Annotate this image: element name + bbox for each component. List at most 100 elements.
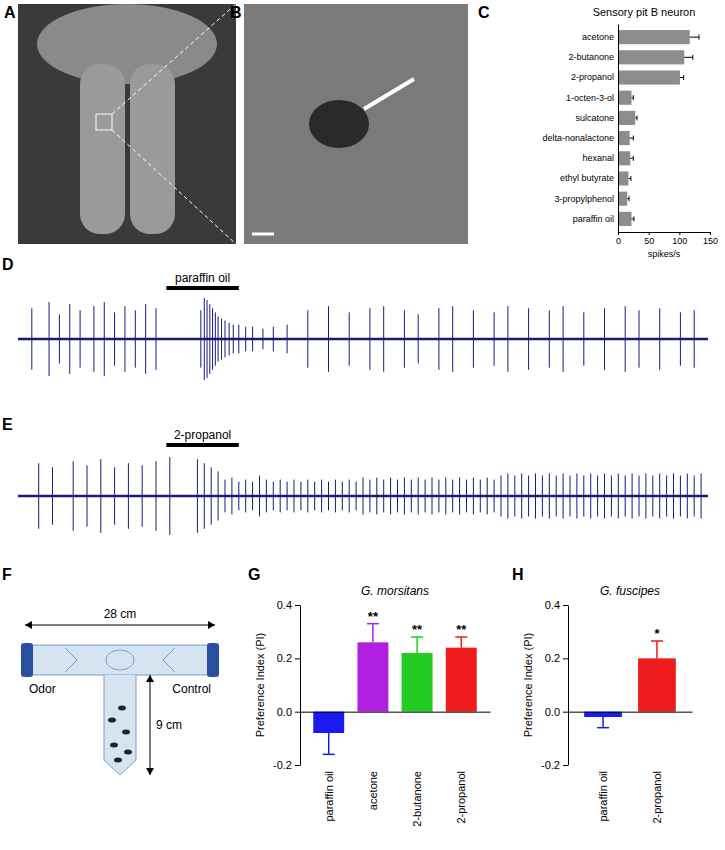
spike — [480, 480, 481, 513]
error-line — [630, 138, 634, 139]
spike — [645, 473, 646, 518]
error-cap — [633, 156, 634, 161]
spike — [383, 480, 384, 513]
tube — [25, 645, 215, 675]
tick-mark — [295, 712, 300, 713]
spike — [215, 312, 216, 365]
stimulus-label: 2-propanol — [174, 428, 231, 442]
dimension-label: 9 cm — [156, 718, 182, 732]
error-line — [656, 641, 658, 658]
spike — [376, 478, 377, 515]
error-bar — [627, 196, 629, 201]
spike — [501, 476, 502, 517]
spike — [583, 312, 584, 365]
spike — [369, 308, 370, 370]
spike — [611, 476, 612, 517]
spike — [694, 310, 695, 367]
arrow-head — [208, 621, 215, 629]
y-axis: -0.20.00.20.4 — [541, 599, 568, 771]
panel-label: B — [230, 4, 242, 21]
arrow-head — [146, 768, 154, 775]
t-maze-diagram: 28 cm9 cmOdorControl — [21, 607, 219, 775]
tick-label: 0 — [616, 236, 621, 246]
tick-label: 2-propanol — [571, 72, 614, 82]
error-line — [680, 77, 684, 78]
tick: sulcatone — [575, 113, 618, 123]
x-axis-line — [301, 712, 491, 713]
spike — [666, 476, 667, 517]
arrow-head — [25, 621, 32, 629]
tick-label: 1-octen-3-ol — [566, 93, 614, 103]
spike — [349, 312, 350, 365]
spike — [542, 476, 543, 517]
bar — [618, 171, 628, 185]
bar — [618, 192, 627, 206]
spike — [266, 480, 267, 513]
error-bar — [651, 641, 663, 658]
panel-label: H — [512, 566, 524, 583]
plot-area — [618, 30, 699, 226]
spike — [280, 480, 281, 513]
spike — [104, 302, 105, 376]
bar — [638, 658, 676, 711]
stem-tube — [104, 675, 136, 775]
spike — [473, 310, 474, 367]
spike — [349, 480, 350, 513]
spike — [452, 306, 453, 372]
tick: hexanal — [582, 153, 618, 163]
spike — [397, 480, 398, 513]
spike — [563, 306, 564, 372]
panel-label: C — [478, 4, 490, 21]
significance-label: * — [654, 626, 660, 641]
spike — [287, 482, 288, 511]
spike — [156, 308, 157, 370]
tick-label: 2-butanone — [568, 52, 614, 62]
error-cap — [323, 754, 335, 756]
spike — [262, 329, 263, 350]
panel-label: G — [248, 566, 260, 583]
tick: acetone — [582, 32, 618, 42]
plot-area — [18, 457, 708, 535]
y-axis-title: Preference Index (PI) — [522, 633, 534, 738]
spike — [425, 480, 426, 513]
spike — [438, 308, 439, 370]
x-axis-title: spikes/s — [648, 249, 681, 259]
palp — [130, 64, 175, 234]
spike — [114, 467, 115, 524]
tick: 0 — [616, 232, 621, 246]
tube-end — [21, 643, 33, 677]
error-cap — [629, 196, 630, 201]
spike — [673, 473, 674, 518]
dimension-label: 28 cm — [104, 607, 137, 621]
error-bar — [631, 216, 633, 221]
tick: 0.2 — [277, 652, 300, 664]
panel-label: E — [2, 416, 13, 433]
error-cap — [692, 55, 693, 60]
error-bar — [628, 176, 630, 181]
spike — [556, 476, 557, 517]
x-axis-line — [619, 232, 711, 233]
trace-chart: 2-propanol — [18, 428, 708, 535]
spike — [632, 473, 633, 518]
tick: 0.4 — [277, 599, 300, 611]
tick: 2-butanone — [568, 52, 618, 62]
spike — [507, 306, 508, 372]
tube-end — [207, 643, 219, 677]
spike — [211, 467, 212, 524]
spike — [418, 314, 419, 363]
spike — [507, 473, 508, 518]
y-axis-line — [618, 25, 619, 233]
panel-label: D — [2, 256, 14, 273]
tick-label: 150 — [703, 236, 718, 246]
chart-title: G. morsitans — [361, 584, 429, 598]
category-label: 2-propanol — [651, 771, 663, 824]
tick: paraffin oil — [573, 214, 618, 224]
tick-label: paraffin oil — [573, 214, 614, 224]
error-cap — [637, 115, 638, 120]
spike — [514, 476, 515, 517]
chart-title: G. fuscipes — [600, 584, 660, 598]
stimulus-bar — [166, 286, 238, 290]
spike — [369, 480, 370, 513]
spike — [287, 325, 288, 354]
spike — [145, 304, 146, 374]
